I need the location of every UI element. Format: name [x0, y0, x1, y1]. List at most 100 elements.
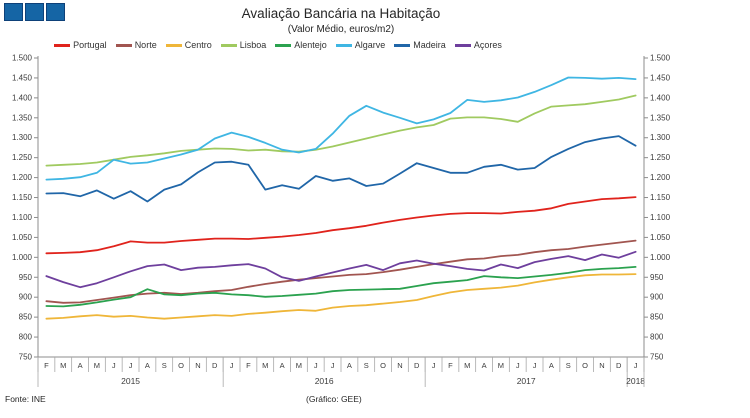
- series-line-alentejo: [45, 265, 637, 308]
- legend-label: Açores: [473, 40, 502, 50]
- y-axis-label-right: 1.250: [650, 153, 671, 162]
- x-axis-month-label: J: [432, 361, 436, 370]
- x-axis-month-label: D: [212, 361, 218, 370]
- x-axis-month-label: D: [616, 361, 622, 370]
- legend-swatch: [394, 43, 411, 47]
- y-axis-label-left: 1.400: [12, 93, 33, 102]
- legend-item: Algarve: [335, 40, 385, 50]
- legend-label: Centro: [184, 40, 212, 50]
- y-axis-label-right: 1.000: [650, 253, 671, 262]
- logo: [4, 3, 65, 21]
- x-axis-month-label: A: [280, 361, 285, 370]
- series-line-açores: [45, 250, 637, 289]
- logo-square: [25, 3, 44, 21]
- legend-swatch: [275, 43, 292, 47]
- x-axis-month-label: J: [314, 361, 318, 370]
- series-line-algarve: [45, 76, 637, 181]
- y-axis-label-left: 950: [19, 273, 33, 282]
- legend-swatch: [220, 43, 237, 47]
- x-axis-year-label: 2018: [626, 376, 645, 386]
- x-axis-month-label: A: [145, 361, 150, 370]
- y-axis-label-left: 1.350: [12, 113, 33, 122]
- x-axis-month-label: O: [582, 361, 588, 370]
- x-axis-month-label: F: [448, 361, 453, 370]
- y-axis-label-right: 800: [650, 333, 664, 342]
- x-axis-month-label: S: [162, 361, 167, 370]
- legend-label: Madeira: [413, 40, 446, 50]
- x-axis-month-label: N: [599, 361, 604, 370]
- y-axis-label-left: 1.250: [12, 153, 33, 162]
- series-line-lisboa: [45, 94, 637, 167]
- legend-item: Açores: [454, 40, 502, 50]
- x-axis-month-label: S: [364, 361, 369, 370]
- legend-item: Portugal: [54, 40, 107, 50]
- y-axis-label-right: 1.150: [650, 193, 671, 202]
- chart-title: Avaliação Bancária na Habitação: [241, 6, 441, 21]
- x-axis-month-label: J: [533, 361, 537, 370]
- y-axis-label-right: 1.350: [650, 113, 671, 122]
- x-axis-month-label: N: [397, 361, 402, 370]
- series-line-madeira: [45, 135, 637, 203]
- legend-label: Norte: [134, 40, 157, 50]
- legend-item: Lisboa: [220, 40, 267, 50]
- legend: Portugal Norte Centro Lisboa Alentejo Algarve…: [38, 40, 518, 50]
- series-line-norte: [45, 239, 637, 304]
- y-axis-label-right: 1.500: [650, 54, 671, 63]
- x-axis-month-label: F: [44, 361, 49, 370]
- x-axis-month-label: J: [129, 361, 133, 370]
- y-axis-label-left: 1.450: [12, 73, 33, 82]
- x-axis-month-label: O: [380, 361, 386, 370]
- y-axis-label-left: 900: [19, 293, 33, 302]
- x-axis-year-label: 2016: [315, 376, 334, 386]
- series-line-portugal: [45, 196, 637, 255]
- y-axis-label-right: 900: [650, 293, 664, 302]
- y-axis-label-left: 1.050: [12, 233, 33, 242]
- x-axis-month-label: M: [60, 361, 66, 370]
- logo-square: [46, 3, 65, 21]
- y-axis-label-left: 1.500: [12, 54, 33, 63]
- legend-swatch: [54, 43, 71, 47]
- x-axis-month-label: N: [195, 361, 200, 370]
- y-axis-label-left: 1.200: [12, 173, 33, 182]
- series-line-centro: [45, 273, 637, 320]
- x-axis-month-label: S: [566, 361, 571, 370]
- x-axis-month-label: M: [94, 361, 100, 370]
- y-axis-label-left: 800: [19, 333, 33, 342]
- y-axis-label-left: 1.000: [12, 253, 33, 262]
- legend-label: Alentejo: [294, 40, 327, 50]
- y-axis-label-left: 1.300: [12, 133, 33, 142]
- logo-square: [4, 3, 23, 21]
- y-axis-label-right: 1.400: [650, 93, 671, 102]
- y-axis-label-right: 1.300: [650, 133, 671, 142]
- y-axis-label-right: 1.100: [650, 213, 671, 222]
- legend-swatch: [454, 43, 471, 47]
- legend-item: Madeira: [394, 40, 446, 50]
- legend-item: Alentejo: [275, 40, 327, 50]
- x-axis-month-label: J: [634, 361, 638, 370]
- x-axis-month-label: F: [246, 361, 251, 370]
- y-axis-label-right: 950: [650, 273, 664, 282]
- x-axis-month-label: M: [296, 361, 302, 370]
- y-axis-label-right: 1.200: [650, 173, 671, 182]
- y-axis-label-right: 1.050: [650, 233, 671, 242]
- x-axis-month-label: M: [464, 361, 470, 370]
- x-axis-month-label: A: [482, 361, 487, 370]
- x-axis-month-label: J: [516, 361, 520, 370]
- legend-item: Centro: [165, 40, 212, 50]
- y-axis-label-left: 850: [19, 313, 33, 322]
- x-axis-month-label: J: [230, 361, 234, 370]
- x-axis-month-label: M: [498, 361, 504, 370]
- legend-label: Lisboa: [239, 40, 267, 50]
- x-axis-month-label: M: [262, 361, 268, 370]
- y-axis-label-left: 1.100: [12, 213, 33, 222]
- x-axis-year-label: 2015: [121, 376, 140, 386]
- legend-swatch: [335, 43, 352, 47]
- x-axis-month-label: D: [414, 361, 420, 370]
- x-axis-year-label: 2017: [517, 376, 536, 386]
- x-axis-month-label: O: [178, 361, 184, 370]
- legend-item: Norte: [115, 40, 157, 50]
- legend-swatch: [115, 43, 132, 47]
- y-axis-label-left: 1.150: [12, 193, 33, 202]
